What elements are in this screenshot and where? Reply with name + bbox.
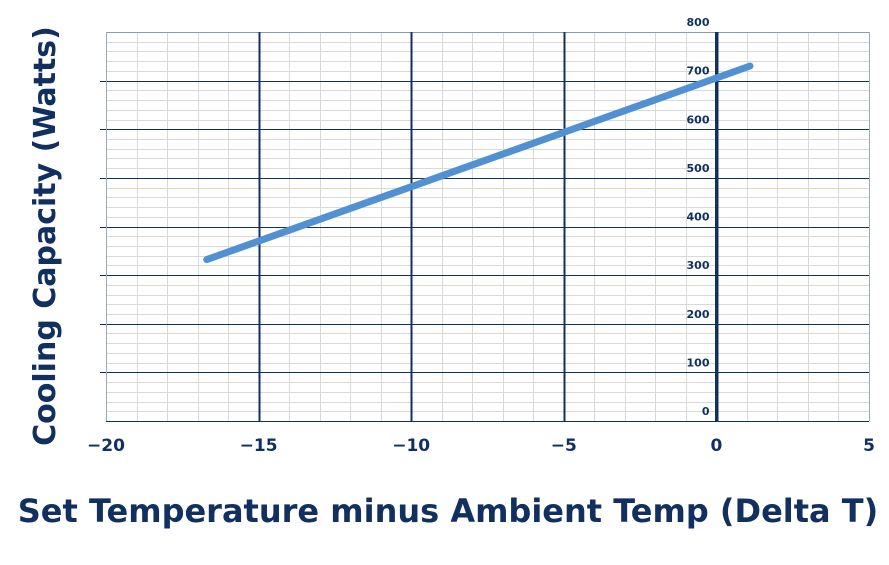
- y-tick-label: 700: [687, 65, 710, 78]
- series-line-0: [203, 62, 754, 264]
- x-tick-label: −10: [392, 436, 430, 456]
- y-tick-label: 0: [702, 405, 710, 418]
- x-tick-label: 5: [863, 436, 875, 456]
- y-tick-label: 500: [687, 162, 710, 175]
- y-axis-title: Cooling Capacity (Watts): [28, 26, 63, 446]
- major-grid: [100, 32, 870, 423]
- minor-grid: [106, 32, 869, 421]
- plot-area: [100, 32, 870, 423]
- x-tick-label: −20: [87, 436, 125, 456]
- y-axis-tick-labels: 0 100 200 300 400 500 600 700 800: [687, 16, 710, 418]
- y-tick-label: 200: [687, 308, 710, 321]
- y-tick-label: 400: [687, 211, 710, 224]
- y-tick-label: 600: [687, 113, 710, 126]
- x-axis-title: Set Temperature minus Ambient Temp (Delt…: [18, 492, 878, 530]
- x-tick-label: 0: [710, 436, 722, 456]
- y-tick-label: 800: [687, 16, 710, 29]
- x-tick-label: −5: [551, 436, 577, 456]
- x-tick-label: −15: [240, 436, 278, 456]
- x-axis-tick-labels: −20 −15 −10 −5 0 5: [87, 436, 875, 456]
- y-tick-label: 100: [687, 356, 710, 369]
- y-tick-label: 300: [687, 259, 710, 272]
- series-layer: [203, 62, 754, 264]
